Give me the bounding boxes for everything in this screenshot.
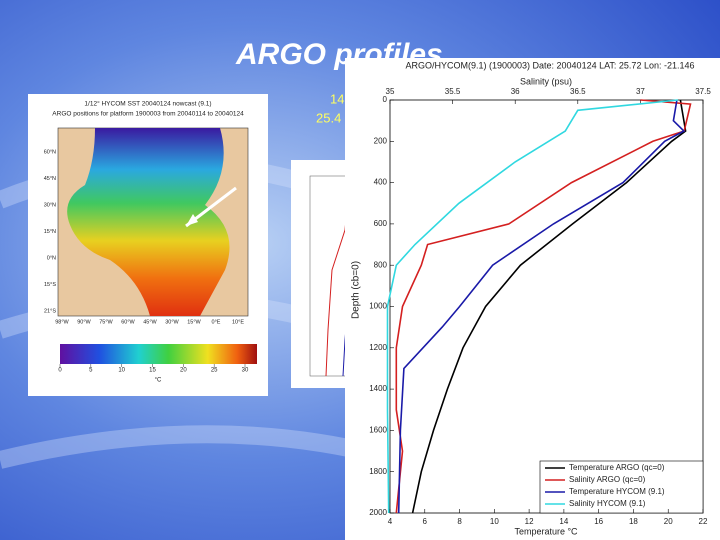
map-title: 1/12° HYCOM SST 20040124 nowcast (9.1)	[84, 100, 211, 108]
colorbar-tick-label: 5	[89, 368, 93, 374]
salinity-tick-label: 36	[511, 87, 520, 96]
lat-label: 0°N	[47, 255, 56, 261]
temperature-tick-label: 8	[457, 517, 462, 526]
colorbar-tick-label: 15	[149, 368, 156, 374]
ocean	[67, 128, 230, 316]
lon-label: 45°W	[143, 319, 157, 325]
colorbar	[60, 344, 257, 364]
colorbar-tick-label: 25	[211, 368, 218, 374]
lon-label: 10°E	[232, 319, 244, 325]
colorbar-unit: °C	[155, 378, 162, 384]
lon-label: 0°E	[212, 319, 221, 325]
lat-label: 45°N	[44, 176, 56, 182]
depth-tick-label: 1600	[369, 426, 387, 435]
arrow-head	[186, 214, 198, 226]
temperature-tick-label: 22	[699, 517, 708, 526]
temperature-tick-label: 16	[594, 517, 603, 526]
note: 25.4	[316, 110, 341, 125]
lon-label: 98°W	[55, 319, 69, 325]
salinity-tick-label: 37	[636, 87, 645, 96]
left-axis-label: Depth (cb=0)	[351, 261, 362, 319]
temperature-tick-label: 6	[423, 517, 428, 526]
profile-line	[411, 99, 687, 514]
temperature-tick-label: 14	[559, 517, 568, 526]
lat-label: 21°S	[44, 308, 56, 314]
depth-tick-label: 800	[374, 260, 388, 269]
top-axis-label: Salinity (psu)	[520, 76, 572, 86]
legend-label: Salinity HYCOM (9.1)	[569, 499, 646, 508]
lat-label: 15°S	[44, 282, 56, 288]
lat-label: 60°N	[44, 149, 56, 155]
temperature-tick-label: 12	[525, 517, 534, 526]
colorbar-tick-label: 0	[58, 368, 62, 374]
lon-label: 75°W	[99, 319, 113, 325]
salinity-tick-label: 35	[386, 87, 395, 96]
depth-tick-label: 1200	[369, 343, 387, 352]
colorbar-tick-label: 30	[242, 368, 249, 374]
salinity-tick-label: 36.5	[570, 87, 586, 96]
depth-tick-label: 200	[374, 136, 388, 145]
lat-label: 15°N	[44, 229, 56, 235]
lon-label: 15°W	[187, 319, 201, 325]
note: 14	[330, 91, 344, 106]
map-title: ARGO positions for platform 1900003 from…	[52, 111, 244, 118]
salinity-tick-label: 37.5	[695, 87, 711, 96]
legend-label: Temperature ARGO (qc=0)	[569, 463, 665, 472]
lon-label: 90°W	[77, 319, 91, 325]
temperature-tick-label: 10	[490, 517, 499, 526]
depth-tick-label: 1800	[369, 467, 387, 476]
lon-label: 60°W	[121, 319, 135, 325]
chart-title: ARGO/HYCOM(9.1) (1900003) Date: 20040124…	[405, 60, 694, 70]
profile-line	[386, 99, 679, 514]
salinity-tick-label: 35.5	[445, 87, 461, 96]
depth-tick-label: 1000	[369, 302, 387, 311]
bottom-axis-label: Temperature °C	[514, 526, 578, 536]
lon-label: 30°W	[165, 319, 179, 325]
temperature-tick-label: 18	[629, 517, 638, 526]
map-figure	[28, 94, 268, 396]
depth-tick-label: 600	[374, 219, 388, 228]
legend-label: Temperature HYCOM (9.1)	[569, 487, 665, 496]
depth-tick-label: 1400	[369, 384, 387, 393]
temperature-tick-label: 20	[664, 517, 673, 526]
depth-tick-label: 2000	[369, 508, 387, 517]
legend-label: Salinity ARGO (qc=0)	[569, 475, 646, 484]
lat-label: 30°N	[44, 202, 56, 208]
temperature-tick-label: 4	[388, 517, 393, 526]
profile-line	[397, 99, 686, 514]
profile-panel	[345, 58, 720, 540]
depth-tick-label: 0	[383, 95, 388, 104]
legend	[539, 460, 704, 514]
depth-tick-label: 400	[374, 178, 388, 187]
colorbar-tick-label: 10	[118, 368, 125, 374]
colorbar-tick-label: 20	[180, 368, 187, 374]
